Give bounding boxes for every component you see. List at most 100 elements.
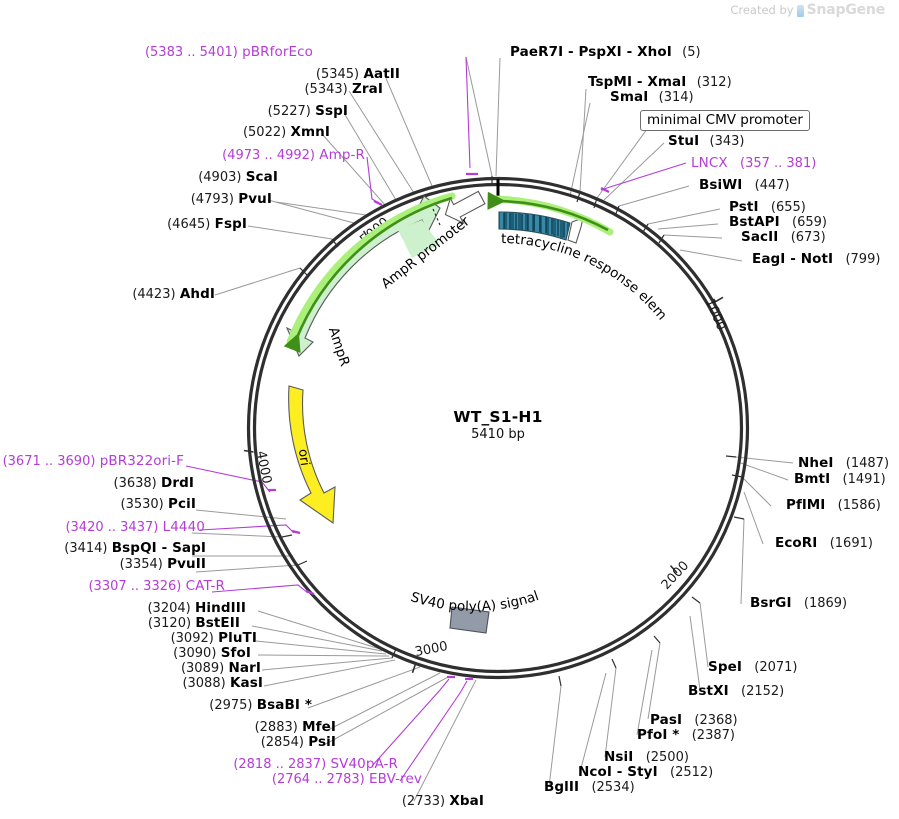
plasmid-size: 5410 bp	[471, 427, 525, 442]
label-name: NheI	[798, 455, 834, 471]
label-position: (1869)	[803, 596, 848, 611]
label-name: TspMI - XmaI	[588, 74, 687, 90]
label-name: ZraI	[352, 81, 383, 97]
label-nari[interactable]: (3089) NarI	[181, 660, 261, 677]
label-sacii[interactable]: SacII (673)	[741, 229, 826, 246]
label-smai[interactable]: SmaI (314)	[610, 89, 694, 106]
label-bmti[interactable]: BmtI (1491)	[794, 471, 886, 488]
feature-label-ori: ori	[295, 448, 312, 467]
label-pcii[interactable]: (3530) PciI	[121, 496, 196, 513]
label-name: EagI - NotI	[752, 251, 834, 267]
label-position: (1586)	[837, 498, 881, 513]
label-nhei[interactable]: NheI (1487)	[798, 455, 889, 472]
label-ecori[interactable]: EcoRI (1691)	[775, 535, 873, 552]
label-position: (3090)	[173, 646, 217, 661]
label-name: NarI	[228, 660, 261, 676]
label-pvuii[interactable]: (3354) PvuII	[120, 556, 206, 573]
label-position: (3204)	[147, 601, 191, 616]
label-tspmi-xmai[interactable]: TspMI - XmaI (312)	[588, 74, 732, 91]
label-xmni[interactable]: (5022) XmnI	[243, 124, 330, 141]
label-name: PluTI	[218, 630, 257, 646]
label-position: (5)	[682, 45, 701, 60]
label-position: (1487)	[845, 456, 890, 471]
label-name: SspI	[315, 103, 348, 119]
label-name: BstXI	[688, 683, 729, 699]
label-nsii[interactable]: NsiI (2500)	[604, 749, 689, 766]
label-eagi-noti[interactable]: EagI - NotI (799)	[752, 251, 880, 268]
label-name: PciI	[168, 496, 196, 512]
label-pluti[interactable]: (3092) PluTI	[171, 630, 257, 647]
label-position: (4423)	[132, 287, 176, 302]
feature-sv40-polya-signal	[449, 606, 490, 634]
label-position: (3530)	[120, 497, 164, 512]
label-pbr322ori-f[interactable]: (3671 .. 3690) pBR322ori-F	[3, 453, 184, 470]
label-lncx[interactable]: LNCX (357 .. 381)	[691, 155, 816, 172]
label-name: LNCX	[691, 155, 728, 171]
credit-prefix: Created by	[730, 3, 794, 17]
label-position: (2071)	[754, 660, 798, 675]
label-name: BsaBI *	[256, 697, 312, 713]
label-pasi[interactable]: PasI (2368)	[650, 712, 738, 729]
label-name: PasI	[650, 712, 683, 728]
label-ahdi[interactable]: (4423) AhdI	[132, 286, 215, 303]
label-pbrforeco[interactable]: (5383 .. 5401) pBRforEco	[145, 44, 313, 61]
label-paer7i-pspxi-xhoi[interactable]: PaeR7I - PspXI - XhoI (5)	[510, 44, 701, 61]
label-position: (5227)	[267, 104, 311, 119]
label-name: SmaI	[610, 89, 649, 105]
label-name: PsiI	[308, 734, 336, 750]
label-position: (2883)	[254, 720, 298, 735]
snapgene-credit: Created by SnapGene	[730, 2, 885, 18]
label-sfoi[interactable]: (3090) SfoI	[173, 645, 251, 662]
label-pvui[interactable]: (4793) PvuI	[191, 191, 272, 208]
label-name: NsiI	[604, 749, 634, 765]
label-fspi[interactable]: (4645) FspI	[167, 216, 247, 233]
label-bsabi[interactable]: (2975) BsaBI *	[209, 697, 312, 714]
label-position: (4903)	[198, 170, 242, 185]
label-l4440[interactable]: (3420 .. 3437) L4440	[65, 519, 205, 536]
label-pfoi[interactable]: PfoI * (2387)	[637, 727, 735, 744]
label-name: SacII	[741, 229, 779, 245]
tick-label-1000: 1000	[702, 296, 729, 332]
label-ncoi-styi[interactable]: NcoI - StyI (2512)	[578, 764, 713, 781]
label-hindiii[interactable]: (3204) HindIII	[147, 600, 246, 617]
label-bsteii[interactable]: (3120) BstEII	[148, 615, 240, 632]
label-name: BmtI	[794, 471, 831, 487]
label-sv40pa-r[interactable]: (2818 .. 2837) SV40pA-R	[233, 756, 398, 773]
label-name: pBR322ori-F	[99, 453, 184, 469]
label-bglii[interactable]: BglII (2534)	[544, 779, 635, 796]
label-name: PvuI	[238, 191, 272, 207]
label-amp-r[interactable]: (4973 .. 4992) Amp-R	[222, 147, 365, 164]
label-position: (5383 .. 5401)	[144, 45, 238, 60]
label-position: (3420 .. 3437)	[65, 520, 159, 535]
label-stui[interactable]: StuI (343)	[668, 133, 744, 150]
label-kasi[interactable]: (3088) KasI	[182, 675, 263, 692]
label-scai[interactable]: (4903) ScaI	[198, 169, 278, 186]
feature-ori	[288, 385, 336, 525]
label-position: (4973 .. 4992)	[222, 148, 315, 163]
label-aatii[interactable]: (5345) AatII	[316, 66, 400, 83]
label-name: HindIII	[195, 600, 246, 616]
label-drdi[interactable]: (3638) DrdI	[114, 475, 194, 492]
label-mfei[interactable]: (2883) MfeI	[255, 719, 336, 736]
label-bstxi[interactable]: BstXI (2152)	[688, 683, 784, 700]
label-spei[interactable]: SpeI (2071)	[708, 659, 798, 676]
label-position: (1691)	[829, 536, 873, 551]
label-bsrgi[interactable]: BsrGI (1869)	[750, 595, 847, 612]
label-pflmi[interactable]: PflMI (1586)	[786, 497, 881, 514]
label-xbai[interactable]: (2733) XbaI	[402, 793, 484, 810]
label-bsiwi[interactable]: BsiWI (447)	[699, 177, 790, 194]
label-position: (3089)	[180, 661, 225, 676]
leader-lines-right	[548, 456, 794, 788]
label-bstapi[interactable]: BstAPI (659)	[729, 214, 827, 231]
label-bspqi-sapi[interactable]: (3414) BspQI - SapI	[64, 540, 206, 557]
label-psti[interactable]: PstI (655)	[729, 199, 806, 216]
label-position: (312)	[696, 75, 732, 90]
label-sspi[interactable]: (5227) SspI	[268, 103, 348, 120]
label-name: BglII	[544, 779, 580, 795]
label-ebv-rev[interactable]: (2764 .. 2783) EBV-rev	[272, 771, 422, 788]
label-zrai[interactable]: (5343) ZraI	[304, 81, 383, 98]
label-position: (2534)	[591, 780, 635, 795]
label-psii[interactable]: (2854) PsiI	[261, 734, 336, 751]
label-cat-r[interactable]: (3307 .. 3326) CAT-R	[88, 578, 225, 595]
label-position: (4793)	[190, 192, 234, 207]
